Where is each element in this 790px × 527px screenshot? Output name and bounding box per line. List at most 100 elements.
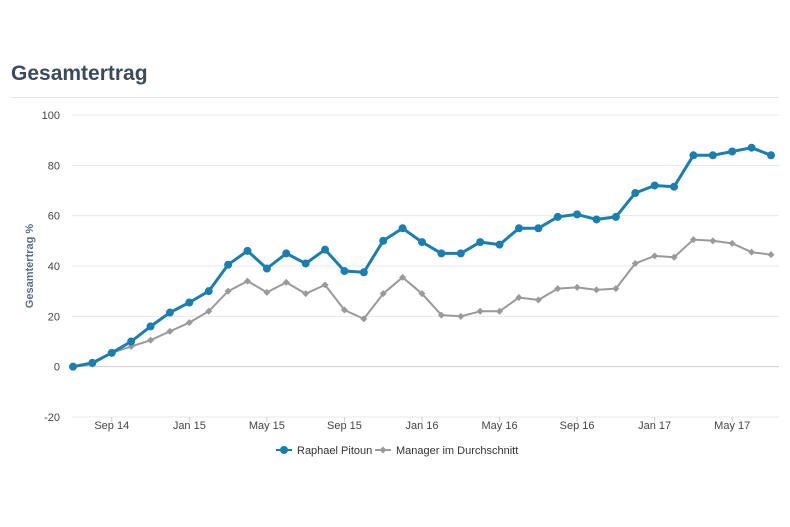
data-point[interactable] [282, 249, 291, 258]
data-point[interactable] [476, 238, 485, 247]
data-point[interactable] [728, 239, 736, 247]
gridlines [72, 114, 779, 418]
legend-marker [379, 446, 387, 454]
x-tick-label: May 17 [714, 420, 750, 432]
y-tick-label: -20 [44, 412, 60, 424]
y-axis-ticks: -20 0 20 40 60 80 100 [42, 110, 60, 424]
y-tick-label: 40 [48, 261, 60, 273]
x-tick-label: Jan 17 [638, 420, 671, 432]
data-point[interactable] [611, 212, 620, 221]
x-tick-label: Jan 15 [173, 420, 206, 432]
y-tick-label: 100 [42, 110, 60, 122]
data-point[interactable] [767, 251, 775, 259]
series-line [72, 238, 772, 368]
data-point[interactable] [69, 362, 77, 371]
data-point[interactable] [728, 147, 737, 156]
data-point[interactable] [573, 283, 581, 291]
data-point[interactable] [302, 290, 310, 298]
data-point[interactable] [263, 288, 271, 296]
data-point[interactable] [321, 281, 329, 289]
x-tick-label: Sep 15 [327, 420, 362, 432]
series-manager-durchschnitt [69, 236, 775, 371]
legend: Raphael Pitoun Manager im Durchschnitt [276, 445, 518, 457]
data-point[interactable] [592, 215, 601, 224]
data-point[interactable] [147, 336, 155, 344]
data-point[interactable] [418, 238, 426, 247]
x-tick-label: Sep 14 [94, 420, 129, 432]
x-tick-label: Sep 16 [560, 420, 595, 432]
data-point[interactable] [708, 151, 717, 160]
data-point[interactable] [243, 246, 252, 255]
data-point[interactable] [360, 315, 368, 323]
data-point[interactable] [418, 290, 426, 298]
data-point[interactable] [224, 287, 232, 295]
data-point[interactable] [670, 182, 679, 191]
data-point[interactable] [398, 224, 407, 233]
data-point[interactable] [631, 259, 639, 267]
data-point[interactable] [496, 307, 504, 315]
y-tick-label: 80 [48, 160, 60, 172]
data-point[interactable] [244, 277, 251, 285]
data-point[interactable] [689, 236, 697, 244]
chart-title: Gesamtertrag [11, 62, 148, 85]
data-point[interactable] [593, 286, 600, 294]
data-point[interactable] [146, 322, 155, 331]
legend-label: Manager im Durchschnitt [396, 445, 518, 457]
data-point[interactable] [767, 151, 775, 160]
data-point[interactable] [747, 143, 756, 152]
legend-item-manager-durchschnitt[interactable]: Manager im Durchschnitt [375, 445, 518, 457]
y-axis-label: Gesamtertrag % [24, 224, 36, 309]
data-point[interactable] [437, 311, 445, 319]
data-point[interactable] [340, 306, 348, 314]
data-point[interactable] [495, 240, 504, 249]
data-point[interactable] [185, 298, 194, 307]
legend-marker [280, 446, 288, 454]
data-point[interactable] [689, 151, 698, 160]
data-point[interactable] [515, 293, 523, 301]
data-point[interactable] [321, 245, 330, 254]
data-point[interactable] [359, 268, 368, 277]
data-point[interactable] [670, 253, 678, 261]
data-point[interactable] [185, 319, 193, 327]
data-point[interactable] [437, 249, 446, 258]
data-point[interactable] [554, 285, 562, 293]
data-point[interactable] [379, 290, 387, 298]
data-point[interactable] [282, 278, 290, 286]
data-point[interactable] [534, 296, 542, 304]
data-point[interactable] [107, 348, 116, 357]
data-point[interactable] [631, 189, 640, 198]
series-raphael-pitoun [69, 143, 775, 371]
data-point[interactable] [709, 237, 717, 245]
data-point[interactable] [224, 260, 233, 269]
title-divider [11, 97, 779, 98]
x-tick-label: May 16 [482, 420, 518, 432]
data-point[interactable] [301, 259, 310, 268]
y-tick-label: 60 [48, 211, 60, 223]
data-point[interactable] [204, 287, 213, 296]
y-tick-label: 20 [48, 311, 60, 323]
data-point[interactable] [205, 307, 213, 315]
data-point[interactable] [650, 181, 659, 190]
data-point[interactable] [127, 337, 136, 346]
y-tick-label: 0 [54, 362, 60, 374]
data-point[interactable] [573, 210, 582, 219]
data-point[interactable] [166, 327, 174, 335]
data-point[interactable] [88, 358, 97, 367]
data-point[interactable] [457, 312, 465, 320]
data-point[interactable] [553, 212, 562, 221]
data-point[interactable] [514, 224, 523, 233]
x-axis-ticks: Sep 14 Jan 15 May 15 Sep 15 Jan 16 May 16 Sep … [94, 417, 750, 432]
legend-item-raphael-pitoun[interactable]: Raphael Pitoun [276, 445, 372, 457]
data-point[interactable] [476, 307, 484, 315]
data-point[interactable] [399, 273, 407, 281]
data-point[interactable] [748, 248, 756, 256]
data-point[interactable] [456, 249, 465, 258]
data-point[interactable] [379, 236, 388, 245]
data-point[interactable] [651, 252, 659, 260]
data-point[interactable] [534, 224, 543, 233]
data-point[interactable] [612, 285, 620, 293]
data-point[interactable] [165, 308, 174, 317]
data-point[interactable] [262, 264, 271, 273]
data-point[interactable] [340, 267, 349, 276]
